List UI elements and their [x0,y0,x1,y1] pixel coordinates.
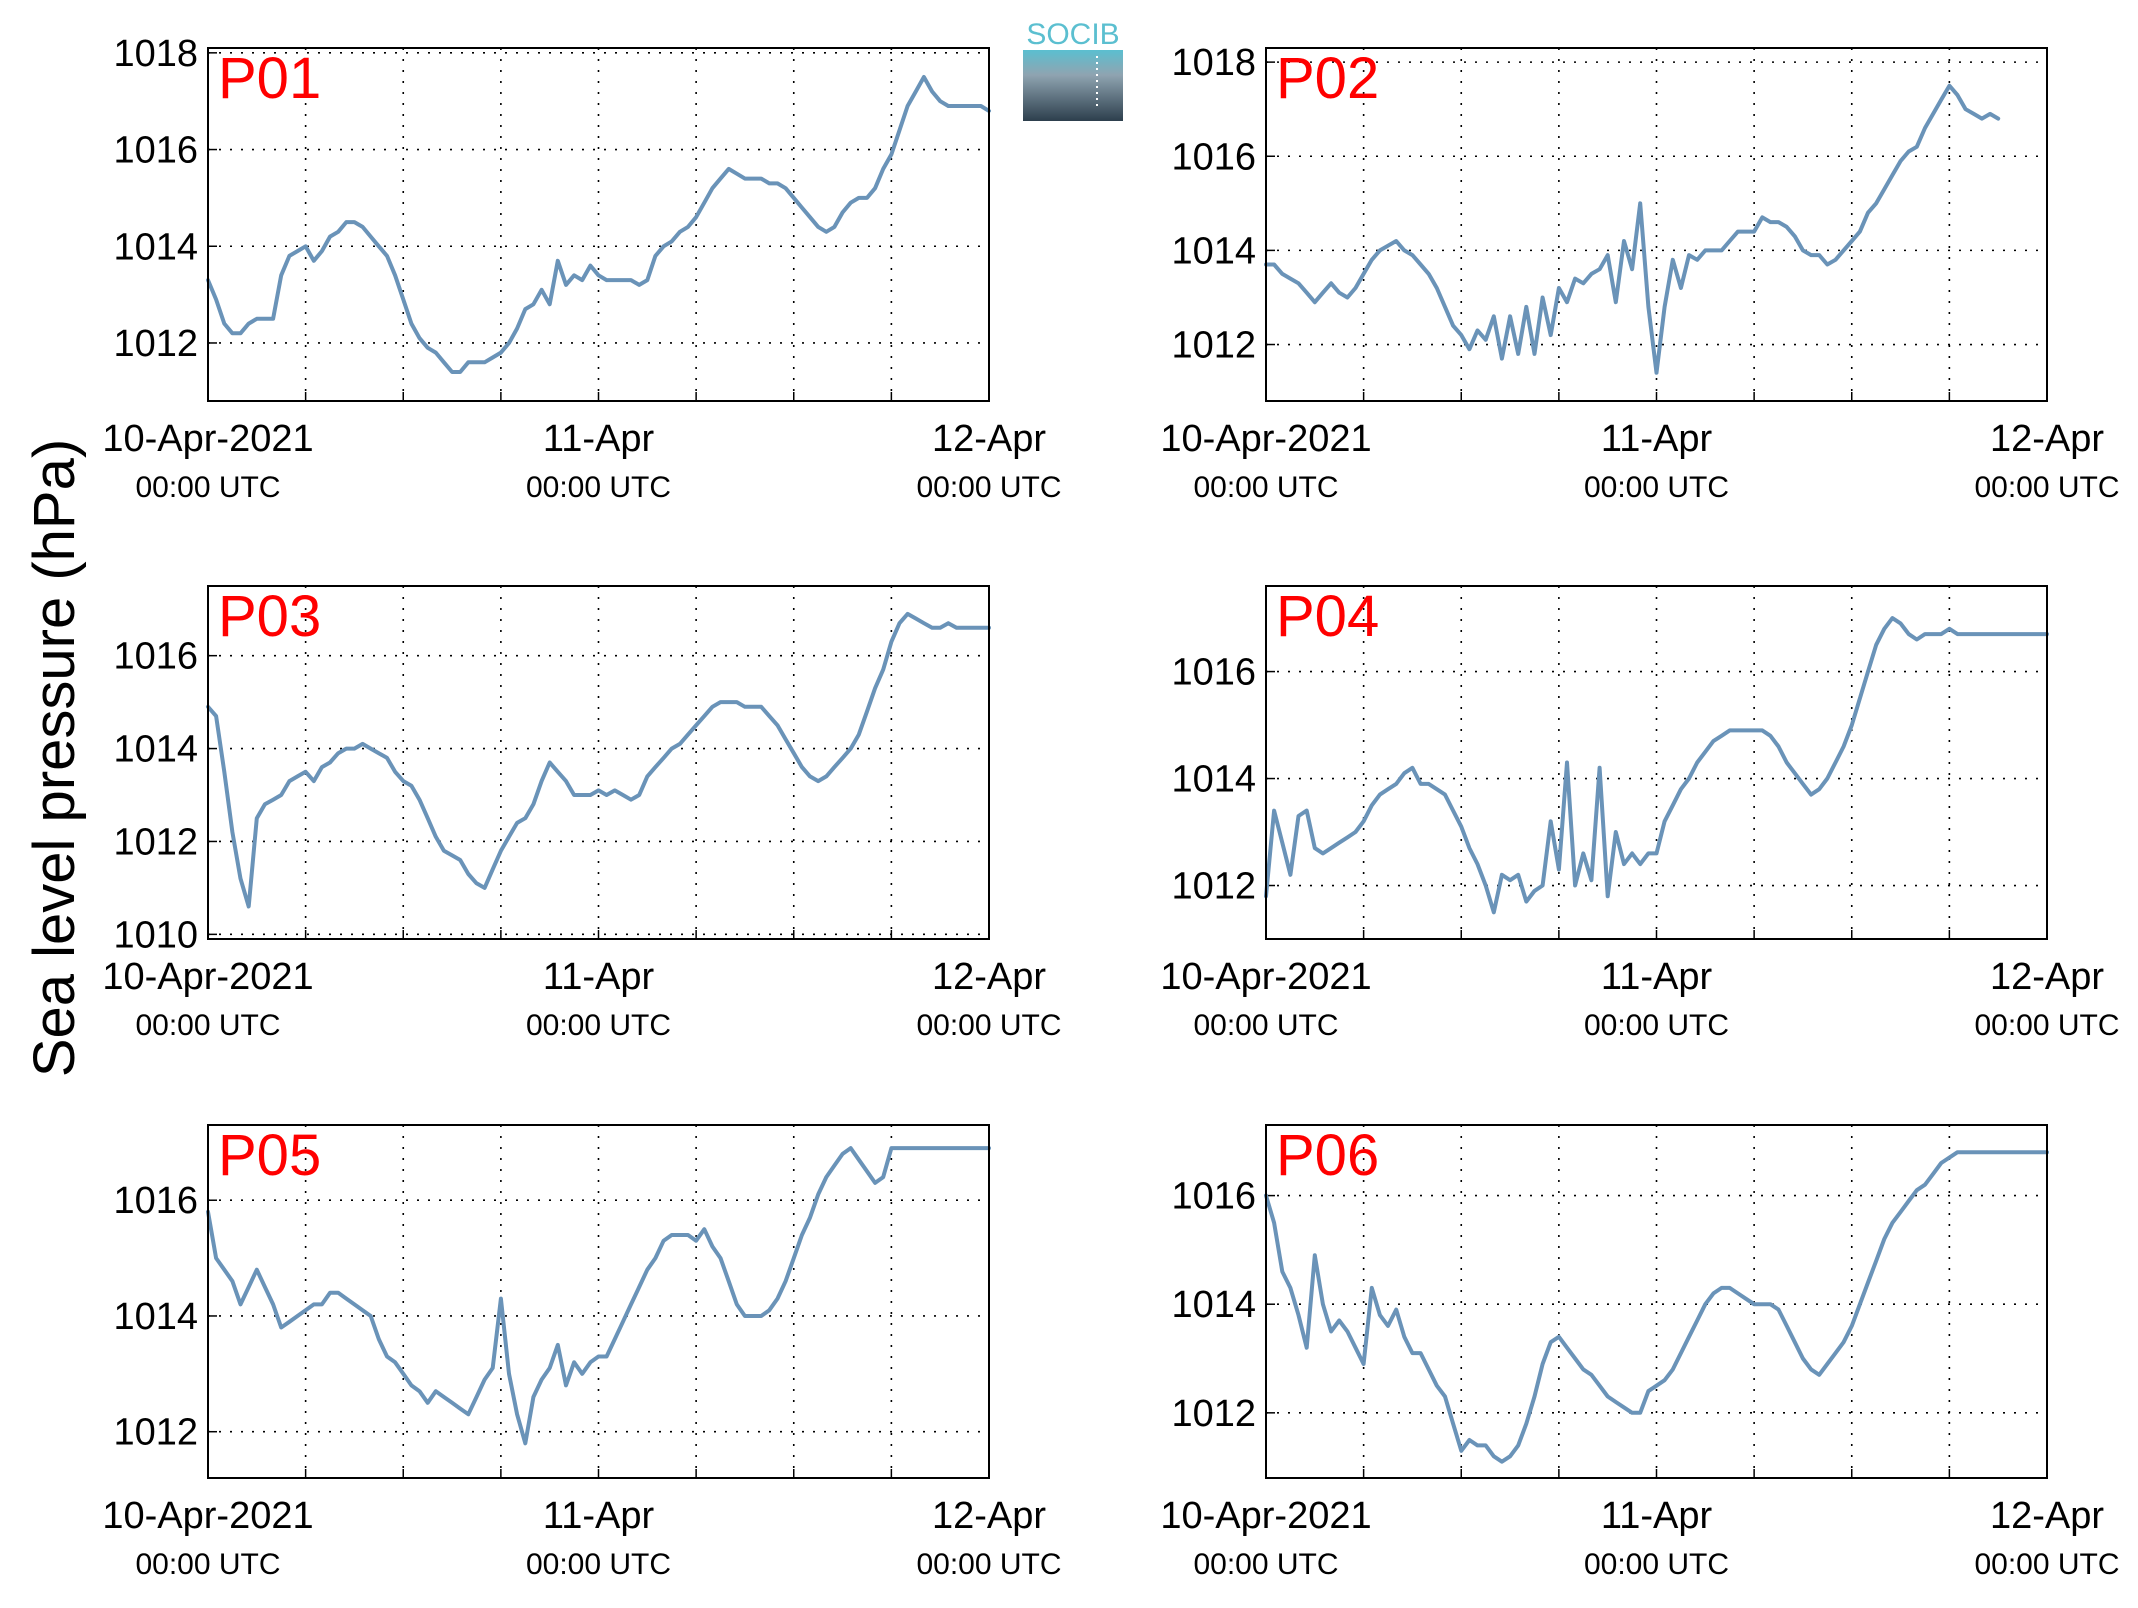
y-tick-label: 1014 [113,1296,198,1338]
panel-title: P04 [1276,584,1379,649]
x-tick-label: 11-Apr [1601,956,1713,998]
axes-frame [1265,585,2048,940]
y-tick-label: 1018 [1171,42,1256,84]
x-tick-sublabel: 00:00 UTC [526,471,671,504]
axes-frame [1265,1124,2048,1479]
x-tick-sublabel: 00:00 UTC [1974,1548,2119,1581]
y-tick-label: 1016 [1171,1176,1256,1218]
series-line-p04 [1264,616,2049,915]
x-tick-label: 12-Apr [932,1495,1046,1537]
panel-p02: 1012 1014 1016 1018 10-Apr-2021 00:00 UTC 11-A… [1160,42,2119,504]
panel-title: P01 [218,46,321,111]
panel-title: P05 [218,1123,321,1188]
axes-frame [1265,47,2048,402]
panel-p06: 1012 1014 1016 10-Apr-2021 00:00 UTC 11-Apr 00… [1160,1123,2119,1581]
panel-p01: 1012 1014 1016 1018 10-Apr-2021 00:00 UTC 11-A… [102,33,1061,504]
x-tick-label: 11-Apr [1601,418,1713,460]
y-tick-label: 1014 [113,226,198,268]
panel-title: P06 [1276,1123,1379,1188]
x-tick-sublabel: 00:00 UTC [135,1548,280,1581]
x-tick-sublabel: 00:00 UTC [1584,1548,1729,1581]
x-tick-sublabel: 00:00 UTC [916,1009,1061,1042]
x-tick-sublabel: 00:00 UTC [1193,1009,1338,1042]
x-tick-sublabel: 00:00 UTC [1584,1009,1729,1042]
x-tick-label: 12-Apr [932,956,1046,998]
y-tick-label: 1014 [1171,1284,1256,1326]
x-tick-label: 12-Apr [932,418,1046,460]
series-line-p02 [1264,83,2001,375]
x-tick-label: 10-Apr-2021 [102,1495,313,1537]
y-tick-label: 1012 [1171,325,1256,367]
x-tick-sublabel: 00:00 UTC [1584,471,1729,504]
x-tick-label: 10-Apr-2021 [102,418,313,460]
x-tick-sublabel: 00:00 UTC [1193,1548,1338,1581]
x-tick-sublabel: 00:00 UTC [135,471,280,504]
socib-logo: SOCIB [1023,18,1123,121]
panel-p04: 1012 1014 1016 10-Apr-2021 00:00 UTC 11-Apr 00… [1160,584,2119,1042]
x-tick-sublabel: 00:00 UTC [1193,471,1338,504]
x-tick-sublabel: 00:00 UTC [135,1009,280,1042]
x-tick-label: 12-Apr [1990,418,2104,460]
y-tick-label: 1012 [1171,866,1256,908]
y-tick-label: 1012 [113,1412,198,1454]
y-tick-label: 1014 [1171,230,1256,272]
x-tick-sublabel: 00:00 UTC [526,1009,671,1042]
y-tick-label: 1012 [113,821,198,863]
panel-title: P02 [1276,46,1379,111]
series-line-p05 [206,1146,991,1446]
x-tick-label: 12-Apr [1990,956,2104,998]
axes-frame [207,1124,990,1479]
x-tick-label: 10-Apr-2021 [102,956,313,998]
series-line-p01 [206,75,991,374]
series-line-p06 [1264,1150,2049,1464]
logo-text: SOCIB [1026,18,1119,51]
y-tick-label: 1018 [113,33,198,75]
panel-p05: 1012 1014 1016 10-Apr-2021 00:00 UTC 11-Apr 00… [102,1123,1061,1581]
panel-title: P03 [218,584,321,649]
x-tick-sublabel: 00:00 UTC [1974,471,2119,504]
y-tick-label: 1016 [1171,652,1256,694]
y-tick-label: 1016 [113,130,198,172]
x-tick-sublabel: 00:00 UTC [916,1548,1061,1581]
axes-frame [207,47,990,402]
x-tick-label: 11-Apr [543,956,655,998]
y-tick-label: 1010 [113,914,198,956]
x-tick-label: 10-Apr-2021 [1160,418,1371,460]
x-tick-sublabel: 00:00 UTC [526,1548,671,1581]
axes-frame [207,585,990,940]
x-tick-label: 11-Apr [543,418,655,460]
y-tick-label: 1012 [113,323,198,365]
y-tick-label: 1014 [113,729,198,771]
y-tick-label: 1014 [1171,759,1256,801]
x-tick-sublabel: 00:00 UTC [1974,1009,2119,1042]
x-tick-label: 12-Apr [1990,1495,2104,1537]
x-tick-label: 11-Apr [1601,1495,1713,1537]
x-tick-label: 10-Apr-2021 [1160,956,1371,998]
panel-p03: 1010 1012 1014 1016 10-Apr-2021 00:00 UTC 11-A… [102,584,1061,1042]
y-tick-label: 1012 [1171,1393,1256,1435]
x-tick-label: 11-Apr [543,1495,655,1537]
y-tick-label: 1016 [113,1180,198,1222]
x-tick-sublabel: 00:00 UTC [916,471,1061,504]
x-tick-label: 10-Apr-2021 [1160,1495,1371,1537]
panels: 1012 1014 1016 1018 10-Apr-2021 00:00 UTC 11-A… [102,33,2119,1581]
series-line-p03 [206,611,991,909]
y-tick-label: 1016 [1171,136,1256,178]
figure-ylabel: Sea level pressure (hPa) [22,439,87,1077]
y-tick-label: 1016 [113,636,198,678]
